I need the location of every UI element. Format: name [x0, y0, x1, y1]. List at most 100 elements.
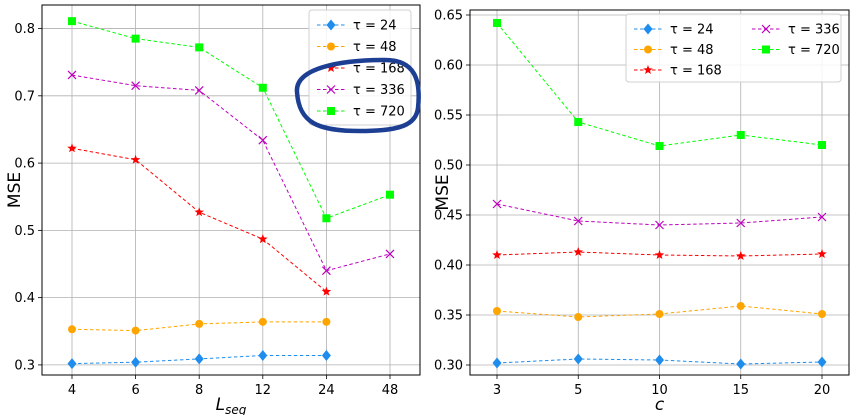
data-point [258, 83, 267, 92]
legend-marker [761, 24, 771, 34]
legend-entry: τ = 48 [317, 40, 397, 55]
data-point [655, 220, 664, 230]
y-axis-label: MSE [433, 174, 453, 210]
legend-marker [327, 42, 335, 51]
data-point [574, 313, 583, 321]
legend-marker [643, 23, 653, 35]
data-point [194, 207, 204, 217]
left-chart: 4 6 8 12 24 48 0.3 0.4 0.5 0.6 0.7 0.8 MSE Lseg τ = 24… [5, 4, 421, 415]
data-point [817, 249, 827, 258]
data-point [492, 199, 502, 209]
data-point [195, 43, 204, 52]
legend-label: τ = 24 [670, 23, 714, 38]
data-point [321, 266, 331, 276]
data-point [322, 317, 331, 326]
data-point [817, 356, 827, 368]
y-tick-label: 0.8 [14, 22, 35, 37]
y-tick-label: 0.6 [14, 157, 35, 172]
data-point [258, 349, 268, 361]
y-tick-label: 0.65 [434, 9, 463, 24]
right-chart: 3 5 10 15 20 0.30 0.35 0.40 0.45 0.50 0.55 0.60 0.65… [433, 9, 850, 415]
legend-marker [327, 107, 335, 115]
legend-label: τ = 24 [353, 19, 397, 34]
y-tick-label: 0.50 [434, 159, 463, 174]
x-tick-label: 8 [195, 383, 203, 398]
y-tick-label: 0.30 [434, 359, 463, 374]
data-point [67, 70, 77, 80]
data-point [194, 353, 204, 365]
data-point [67, 143, 77, 153]
series-line [71, 20, 391, 219]
data-point [573, 247, 583, 256]
y-tick-label: 0.45 [434, 209, 463, 224]
data-point [493, 307, 501, 315]
series-tau-48 [68, 317, 331, 335]
series-tau-168 [492, 247, 827, 260]
x-axis-label: Lseg [216, 395, 247, 415]
data-point [736, 218, 746, 228]
data-point [736, 251, 746, 260]
legend-entry: τ = 720 [752, 43, 840, 58]
legend-entry: τ = 336 [752, 23, 840, 38]
y-axis-label: MSE [5, 172, 25, 208]
x-axis-label-main: L [216, 395, 225, 415]
data-point [493, 19, 501, 27]
y-tick-label: 0.55 [434, 109, 463, 124]
data-point [655, 354, 664, 366]
x-tick-label: 4 [68, 383, 76, 398]
data-point [131, 356, 141, 368]
legend: τ = 24 τ = 48 τ = 168 τ = 336 τ = 720 [625, 13, 842, 83]
data-point [131, 326, 140, 335]
y-tick-label: 0.40 [434, 259, 463, 274]
legend-entry: τ = 336 [317, 83, 405, 98]
legend-label: τ = 336 [788, 23, 840, 38]
highlight-circle-annotation [294, 57, 421, 134]
x-axis-label: c [655, 395, 665, 415]
series-tau-336 [492, 199, 827, 230]
x-tick-label: 24 [318, 383, 335, 398]
data-point [321, 349, 331, 361]
data-point [573, 353, 583, 365]
legend-entry: τ = 720 [317, 105, 405, 120]
legend: τ = 24 τ = 48 τ = 168 τ = 336 τ = 720 [308, 9, 412, 126]
data-point [386, 190, 394, 199]
legend-label: τ = 336 [353, 83, 405, 98]
data-point [492, 357, 502, 369]
data-point [492, 250, 502, 259]
legend-label: τ = 168 [353, 62, 405, 77]
data-point [654, 250, 665, 259]
data-point [258, 317, 267, 326]
data-point [573, 216, 583, 226]
legend-entry: τ = 168 [317, 62, 405, 77]
y-tick-label: 0.60 [434, 59, 463, 74]
data-point [736, 302, 745, 310]
legend-label: τ = 720 [788, 43, 840, 58]
series-tau-24 [67, 349, 331, 370]
x-tick-label: 6 [131, 383, 139, 398]
axes-frame [41, 4, 421, 376]
x-axis-label-subscript: seg [225, 403, 247, 415]
legend-marker [643, 65, 653, 74]
data-point [321, 286, 332, 296]
data-point [736, 358, 746, 370]
legend-entry: τ = 24 [317, 19, 397, 34]
series-tau-336 [67, 70, 395, 276]
y-tick-label: 0.35 [434, 309, 463, 324]
data-point [385, 249, 395, 259]
legend-marker [326, 63, 336, 72]
data-point [194, 86, 204, 95]
series-tau-48 [493, 302, 826, 321]
data-point [195, 319, 204, 328]
data-point [818, 310, 826, 318]
data-point [736, 131, 745, 139]
legend-marker [326, 85, 336, 94]
data-point [67, 358, 77, 370]
legend-entry: τ = 24 [634, 23, 714, 38]
data-point [130, 154, 141, 164]
series-tau-720 [68, 17, 394, 223]
x-tick-label: 12 [255, 383, 272, 398]
legend-label: τ = 48 [670, 43, 714, 58]
series-tau-720 [493, 19, 826, 150]
legend-marker [762, 45, 770, 54]
y-tick-label: 0.3 [14, 358, 35, 373]
